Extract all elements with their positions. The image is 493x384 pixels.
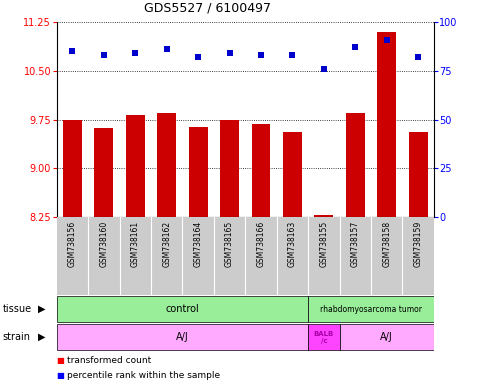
Text: A/J: A/J — [380, 332, 393, 342]
Text: percentile rank within the sample: percentile rank within the sample — [67, 371, 220, 380]
Text: ■: ■ — [57, 371, 65, 380]
Bar — [308, 296, 434, 323]
Text: tissue: tissue — [2, 304, 32, 314]
Bar — [308, 324, 340, 351]
Bar — [251, 124, 270, 217]
Point — [414, 54, 422, 60]
Text: GSM738160: GSM738160 — [99, 221, 108, 267]
Text: GSM738156: GSM738156 — [68, 221, 77, 267]
Bar — [63, 119, 82, 217]
Point — [257, 52, 265, 58]
Bar — [409, 132, 427, 217]
Bar — [126, 115, 145, 217]
Text: ■: ■ — [57, 356, 65, 365]
Text: GSM738162: GSM738162 — [162, 221, 171, 267]
Point — [226, 50, 234, 56]
Bar — [157, 113, 176, 217]
Bar — [346, 113, 365, 217]
Text: strain: strain — [2, 332, 31, 342]
Bar — [283, 132, 302, 217]
Bar — [377, 32, 396, 217]
Text: rhabdomyosarcoma tumor: rhabdomyosarcoma tumor — [320, 305, 422, 313]
Text: A/J: A/J — [176, 332, 189, 342]
Text: ▶: ▶ — [38, 332, 46, 342]
Bar — [315, 215, 333, 217]
Text: control: control — [166, 304, 199, 314]
Text: GSM738158: GSM738158 — [382, 221, 391, 267]
Bar — [94, 128, 113, 217]
Text: ▶: ▶ — [38, 304, 46, 314]
Point — [320, 66, 328, 72]
Text: GSM738164: GSM738164 — [194, 221, 203, 267]
Text: GSM738157: GSM738157 — [351, 221, 360, 267]
Bar — [189, 127, 208, 217]
Text: BALB
/c: BALB /c — [314, 331, 334, 344]
Bar — [57, 324, 308, 351]
Point — [194, 54, 202, 60]
Point — [383, 36, 390, 43]
Text: GSM738155: GSM738155 — [319, 221, 328, 267]
Point — [163, 46, 171, 52]
Point — [352, 44, 359, 50]
Point — [100, 52, 108, 58]
Text: GDS5527 / 6100497: GDS5527 / 6100497 — [143, 1, 271, 14]
Text: GSM738166: GSM738166 — [256, 221, 266, 267]
Bar — [340, 324, 434, 351]
Text: transformed count: transformed count — [67, 356, 151, 365]
Bar — [220, 119, 239, 217]
Point — [69, 48, 76, 54]
Text: GSM738159: GSM738159 — [414, 221, 423, 267]
Point — [131, 50, 139, 56]
Point — [288, 52, 296, 58]
Text: GSM738161: GSM738161 — [131, 221, 140, 267]
Text: GSM738163: GSM738163 — [288, 221, 297, 267]
Text: GSM738165: GSM738165 — [225, 221, 234, 267]
Bar — [57, 296, 308, 323]
